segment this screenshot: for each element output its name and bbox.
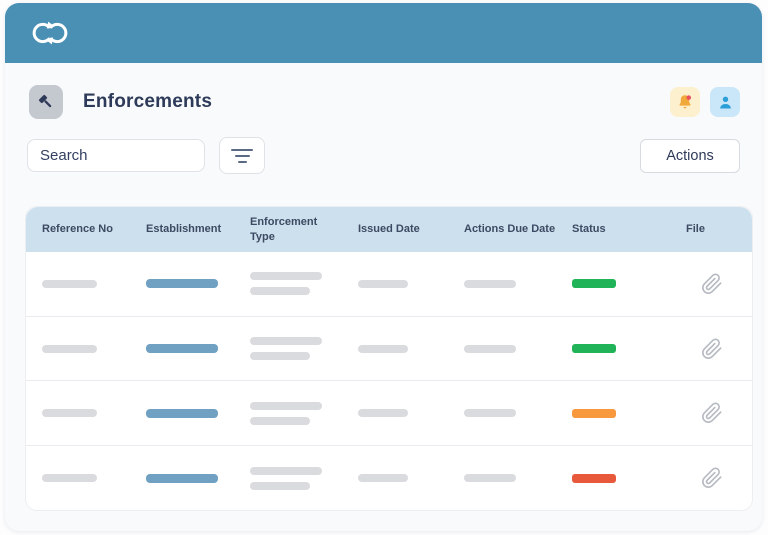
actions-due-date-cell bbox=[448, 279, 556, 288]
file-cell bbox=[670, 337, 752, 360]
infinity-logo-icon bbox=[32, 21, 68, 45]
reference-no-placeholder bbox=[42, 409, 97, 418]
table-body bbox=[26, 252, 752, 510]
actions-due-date-placeholder bbox=[464, 279, 516, 288]
paperclip-icon[interactable] bbox=[701, 467, 723, 489]
paperclip-icon[interactable] bbox=[701, 273, 723, 295]
establishment-cell bbox=[130, 408, 234, 418]
table-row[interactable] bbox=[26, 316, 752, 382]
establishment-placeholder bbox=[146, 279, 218, 289]
column-header: File bbox=[686, 223, 705, 236]
bell-icon bbox=[679, 95, 691, 109]
reference-no-placeholder bbox=[42, 344, 97, 353]
enforcement-type-placeholder bbox=[250, 481, 310, 490]
person-icon bbox=[719, 96, 731, 109]
file-cell bbox=[670, 402, 752, 424]
filter-button[interactable] bbox=[219, 137, 265, 174]
table-row[interactable] bbox=[26, 446, 752, 510]
gavel-icon bbox=[38, 94, 52, 108]
enforcement-type-cell bbox=[234, 466, 342, 490]
status-cell bbox=[556, 344, 670, 354]
top-navigation-bar bbox=[5, 3, 762, 63]
issued-date-placeholder bbox=[358, 344, 408, 353]
actions-due-date-cell bbox=[448, 344, 556, 353]
reference-no-cell bbox=[26, 474, 130, 483]
establishment-placeholder bbox=[146, 344, 218, 354]
status-cell bbox=[556, 279, 670, 289]
actions-due-date-cell bbox=[448, 409, 556, 418]
table-row[interactable] bbox=[26, 252, 752, 317]
paperclip-icon[interactable] bbox=[701, 337, 723, 360]
status-cell bbox=[556, 473, 670, 483]
file-cell bbox=[670, 467, 752, 489]
actions-button[interactable]: Actions bbox=[640, 138, 740, 173]
enforcement-type-placeholder bbox=[250, 352, 310, 361]
establishment-cell bbox=[130, 473, 234, 483]
reference-no-placeholder bbox=[42, 474, 97, 483]
establishment-placeholder bbox=[146, 473, 218, 483]
enforcement-type-placeholder bbox=[250, 466, 322, 475]
column-header: Enforcement Type bbox=[250, 215, 318, 243]
enforcement-type-placeholder bbox=[250, 337, 322, 346]
enforcement-type-placeholder bbox=[250, 272, 322, 281]
paperclip-icon[interactable] bbox=[701, 402, 723, 424]
issued-date-cell bbox=[342, 409, 448, 418]
establishment-placeholder bbox=[146, 408, 218, 418]
search-input[interactable] bbox=[27, 139, 205, 172]
issued-date-placeholder bbox=[358, 279, 408, 288]
status-bar bbox=[572, 279, 616, 289]
column-header: Actions Due Date bbox=[464, 223, 556, 236]
issued-date-cell bbox=[342, 344, 448, 353]
status-cell bbox=[556, 408, 670, 418]
column-header: Establishment bbox=[146, 223, 222, 236]
profile-button[interactable] bbox=[710, 87, 740, 117]
issued-date-cell bbox=[342, 279, 448, 288]
actions-due-date-placeholder bbox=[464, 474, 516, 483]
column-header: Issued Date bbox=[358, 223, 420, 236]
reference-no-cell bbox=[26, 344, 130, 353]
actions-due-date-cell bbox=[448, 474, 556, 483]
reference-no-cell bbox=[26, 409, 130, 418]
actions-due-date-placeholder bbox=[464, 344, 516, 353]
app-card: Enforcements Actions bbox=[5, 3, 762, 531]
enforcement-type-placeholder bbox=[250, 416, 310, 425]
establishment-cell bbox=[130, 279, 234, 289]
establishment-cell bbox=[130, 344, 234, 354]
enforcement-type-cell bbox=[234, 272, 342, 296]
gavel-icon-box bbox=[29, 85, 63, 119]
enforcement-type-placeholder bbox=[250, 401, 322, 410]
table-row[interactable] bbox=[26, 381, 752, 447]
header-action-icons bbox=[670, 87, 740, 117]
enforcements-table: Reference No Establishment Enforcement Typ… bbox=[25, 206, 753, 511]
issued-date-placeholder bbox=[358, 409, 408, 418]
status-bar bbox=[572, 408, 616, 418]
column-header: Reference No bbox=[42, 223, 113, 236]
status-bar bbox=[572, 473, 616, 483]
issued-date-placeholder bbox=[358, 474, 408, 483]
actions-due-date-placeholder bbox=[464, 409, 516, 418]
toolbar: Actions bbox=[5, 119, 762, 174]
table-header-row: Reference No Establishment Enforcement Typ… bbox=[26, 207, 752, 252]
reference-no-placeholder bbox=[42, 279, 97, 288]
status-bar bbox=[572, 344, 616, 354]
page-header: Enforcements bbox=[5, 63, 762, 119]
filter-lines-icon bbox=[231, 148, 253, 163]
reference-no-cell bbox=[26, 279, 130, 288]
enforcement-type-cell bbox=[234, 401, 342, 425]
notifications-button[interactable] bbox=[670, 87, 700, 117]
enforcement-type-placeholder bbox=[250, 287, 310, 296]
notification-badge-dot bbox=[686, 95, 691, 100]
file-cell bbox=[670, 273, 752, 295]
enforcement-type-cell bbox=[234, 337, 342, 361]
arrowhead bbox=[45, 37, 54, 45]
arrowhead bbox=[46, 21, 55, 29]
column-header: Status bbox=[572, 223, 606, 236]
page-title: Enforcements bbox=[83, 91, 213, 112]
issued-date-cell bbox=[342, 474, 448, 483]
